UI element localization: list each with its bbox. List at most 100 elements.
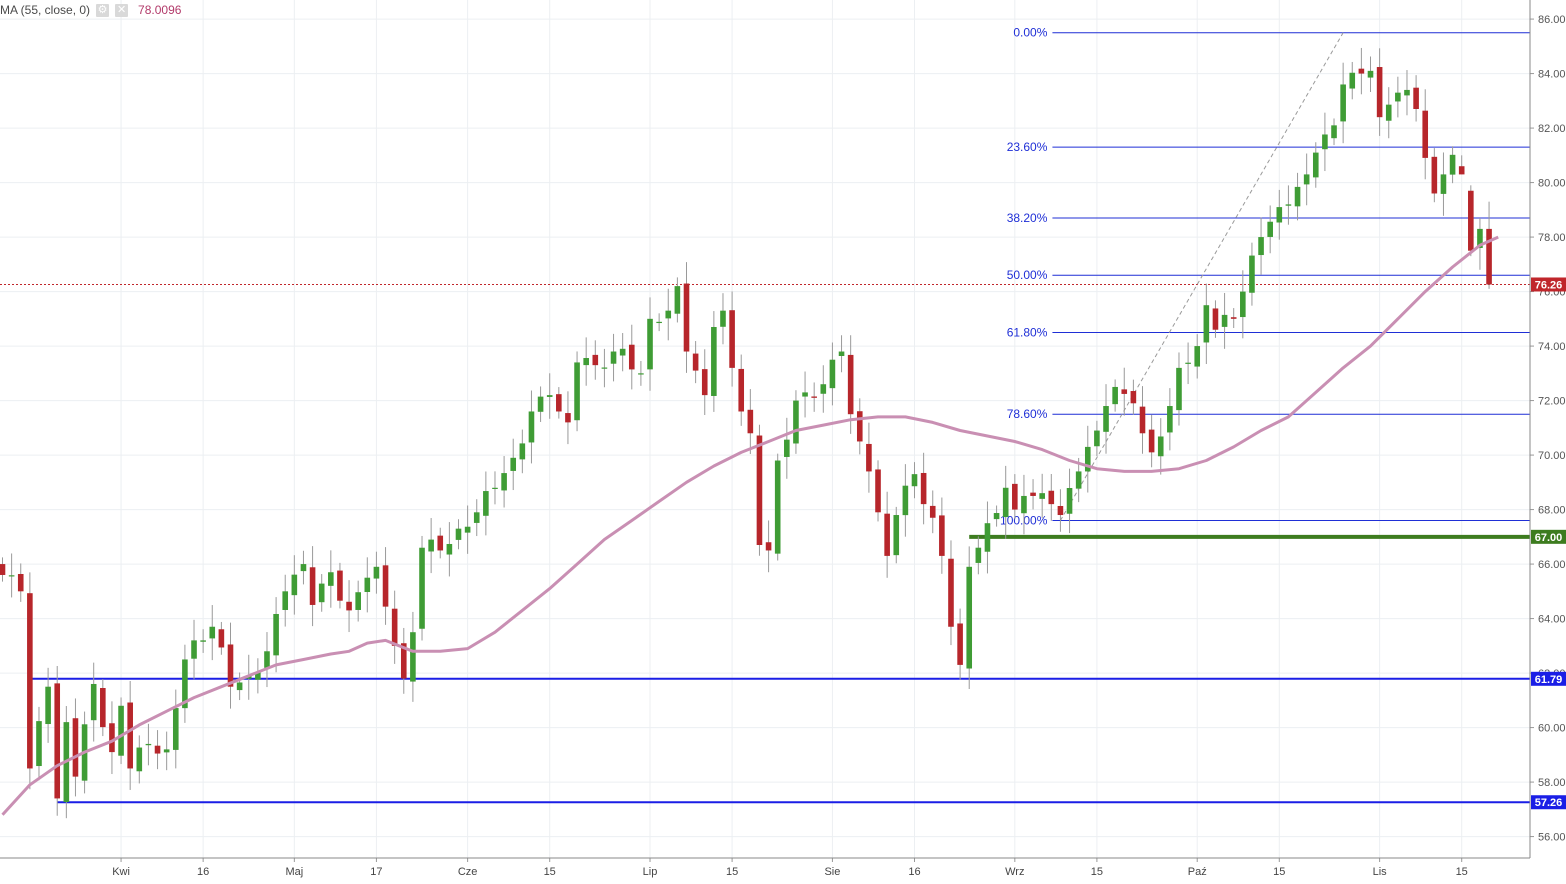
candle [72, 698, 79, 797]
candle-body-down [54, 683, 61, 799]
fibonacci-retracement[interactable]: 0.00%23.60%38.20%50.00%61.80%78.60%100.0… [1000, 26, 1530, 528]
candle [683, 262, 690, 373]
candle-body-up [984, 523, 991, 552]
candle-body-down [747, 409, 754, 434]
fib-trend-line [1059, 32, 1344, 521]
candle [510, 438, 517, 491]
candle [884, 491, 890, 578]
candle-body-down [920, 472, 927, 505]
candle [355, 580, 361, 622]
y-tick-label: 84.00 [1538, 69, 1566, 81]
candle-body-down [683, 283, 690, 352]
candle-body-up [838, 351, 845, 356]
candle [1395, 76, 1401, 118]
price-tag-bg [1531, 795, 1566, 810]
indicator-legend[interactable]: MA (55, close, 0) ⚙ ✕ 78.0096 [0, 2, 181, 18]
candle-body-up [793, 400, 799, 444]
candle-body-up [8, 575, 15, 577]
candle [628, 324, 635, 390]
candle-body-up [163, 749, 170, 753]
candle [109, 701, 115, 775]
candle-body-down [856, 411, 863, 442]
x-tick-label: 16 [197, 866, 209, 878]
y-tick-label: 66.00 [1538, 559, 1566, 571]
candle [1258, 217, 1264, 275]
support-level-tag: 57.26 [1531, 795, 1566, 810]
candle [1303, 153, 1310, 206]
x-tick-label: Sie [824, 866, 840, 878]
y-tick-label: 78.00 [1538, 232, 1566, 244]
candle [893, 506, 900, 564]
candle-body-up [1039, 493, 1045, 499]
candle-body-down [127, 702, 133, 769]
candle-body-up [1477, 228, 1483, 248]
candle [1157, 418, 1164, 475]
candle-body-up [1194, 346, 1201, 367]
candle-body-down [1057, 505, 1064, 516]
candle-body-up [1322, 134, 1328, 150]
candle [182, 644, 188, 723]
x-tick-label: 16 [908, 866, 920, 878]
candle-body-down [866, 443, 872, 472]
candle-body-up [1395, 92, 1401, 102]
candle [1486, 201, 1492, 289]
candle [1121, 367, 1128, 416]
candle-body-down [154, 745, 161, 754]
y-tick-label: 64.00 [1538, 614, 1566, 626]
candle [1349, 61, 1356, 100]
candle [1203, 283, 1210, 365]
candle-body-down [1458, 166, 1465, 175]
candle-body-up [209, 626, 216, 639]
candle [720, 293, 726, 345]
candle [1030, 479, 1036, 510]
gear-icon[interactable]: ⚙ [96, 3, 110, 17]
candle [1331, 118, 1337, 146]
candle [473, 499, 480, 537]
indicator-name[interactable]: MA (55, close, 0) [0, 3, 91, 17]
candle [966, 546, 973, 689]
ma-line [1, 235, 1499, 816]
candle-body-down [957, 623, 963, 665]
indicator-value: 78.0096 [138, 3, 182, 17]
candle-body-up [410, 632, 416, 682]
candle [592, 340, 599, 380]
candle-body-down [346, 601, 352, 611]
candle [1276, 189, 1283, 240]
candle [364, 557, 371, 613]
candle-body-up [1285, 204, 1292, 206]
price-tag-bg [1531, 277, 1566, 292]
candle [501, 456, 507, 508]
candle [565, 391, 571, 445]
fib-level-label: 23.60% [1007, 140, 1048, 154]
candle-body-up [191, 640, 197, 659]
candle-body-up [528, 411, 535, 443]
candle-body-up [601, 367, 608, 369]
candle-body-up [446, 543, 453, 555]
price-tags: 76.26 67.00 61.79 57.26 [1531, 277, 1566, 810]
candle-body-down [1012, 483, 1018, 510]
candle-body-up [1112, 386, 1118, 405]
candle-body-up [90, 683, 97, 721]
candle [27, 572, 33, 790]
candle-body-down [1486, 228, 1492, 285]
candle-body-down [556, 394, 562, 412]
candle [1212, 300, 1219, 338]
candle [1084, 425, 1091, 493]
candle [1230, 308, 1237, 328]
candle-body-up [574, 362, 580, 421]
x-tick-label: 15 [1456, 866, 1468, 878]
candle-body-down [400, 643, 407, 679]
close-icon[interactable]: ✕ [115, 3, 129, 17]
candle [264, 632, 270, 688]
candle-body-up [1185, 362, 1191, 364]
fib-level-label: 38.20% [1007, 211, 1048, 225]
candle-body-up [291, 574, 298, 596]
candle [829, 342, 836, 406]
candle [939, 497, 945, 574]
candle-body-up [455, 528, 462, 540]
candle [1012, 474, 1018, 520]
candle-body-up [966, 566, 973, 669]
candle-body-up [537, 396, 544, 412]
